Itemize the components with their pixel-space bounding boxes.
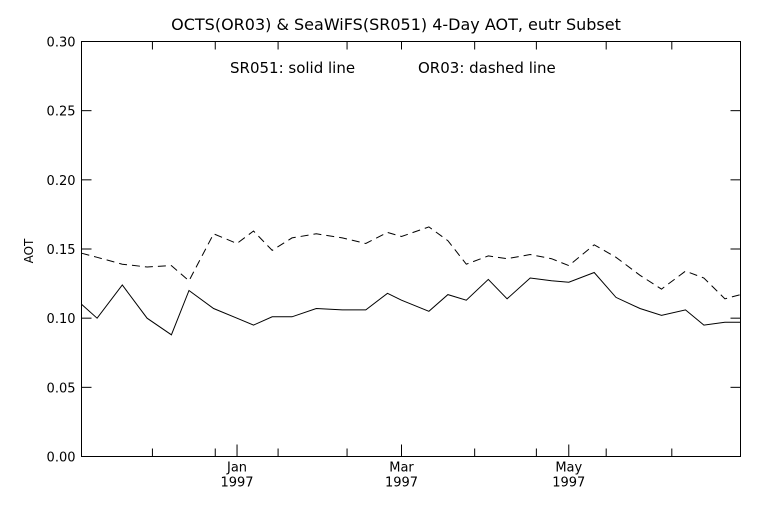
x-tick-label-month: Mar <box>389 461 414 476</box>
y-tick-label: 0.20 <box>47 174 76 189</box>
y-tick-label: 0.30 <box>47 36 76 51</box>
dashed-line-annotation: OR03: dashed line <box>418 59 556 77</box>
x-tick-label-year: 1997 <box>552 476 585 491</box>
solid-line-annotation: SR051: solid line <box>230 59 355 77</box>
y-tick-label: 0.10 <box>47 312 76 327</box>
series-line-sr051 <box>81 271 741 336</box>
y-axis-label: AOT <box>22 238 36 263</box>
x-tick-label-year: 1997 <box>220 476 253 491</box>
y-tick-label: 0.15 <box>47 243 76 258</box>
y-tick-label: 0.05 <box>47 381 76 396</box>
chart-title: OCTS(OR03) & SeaWiFS(SR051) 4-Day AOT, e… <box>171 15 621 34</box>
x-tick-label-month: May <box>555 461 582 476</box>
y-tick-label: 0.00 <box>47 451 76 466</box>
x-tick-label-month: Jan <box>226 461 247 476</box>
series-line-or03 <box>81 226 741 300</box>
x-tick-label-year: 1997 <box>385 476 418 491</box>
y-tick-label: 0.25 <box>47 105 76 120</box>
